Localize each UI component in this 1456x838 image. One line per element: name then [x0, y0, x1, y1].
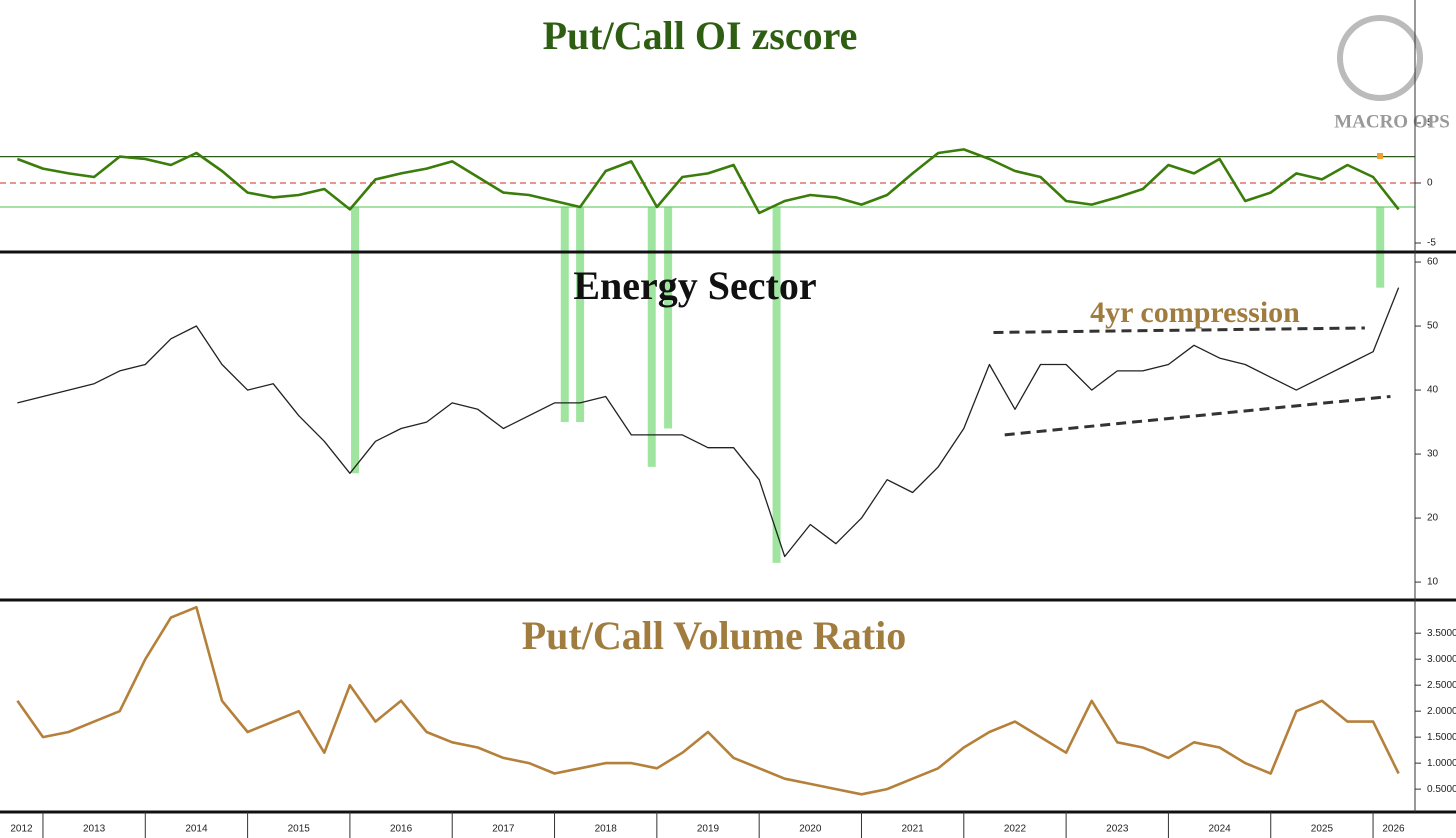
- highlight-band: [664, 207, 673, 429]
- logo-text: MACRO OPS: [1334, 111, 1450, 132]
- highlight-band: [351, 207, 360, 474]
- y-tick-label: -5: [1427, 238, 1436, 249]
- annotation: 4yr compression: [1090, 296, 1300, 329]
- series-line: [16, 148, 1400, 215]
- y-tick-label: 5: [1427, 118, 1433, 129]
- y-tick-label: 50: [1427, 321, 1439, 332]
- x-tick-label: 2017: [492, 824, 515, 835]
- x-tick-label: 2020: [799, 824, 822, 835]
- x-tick-label: 2015: [288, 824, 311, 835]
- x-tick-label: 2019: [697, 824, 720, 835]
- highlight-band: [576, 207, 585, 423]
- panel-title: Put/Call OI zscore: [543, 13, 858, 58]
- y-tick-label: 3.0000: [1427, 654, 1456, 665]
- x-tick-label: 2012: [10, 824, 33, 835]
- panel-title: Put/Call Volume Ratio: [522, 613, 906, 658]
- trendline: [993, 326, 1365, 334]
- x-tick-label: 2026: [1382, 824, 1405, 835]
- x-tick-label: 2013: [83, 824, 106, 835]
- marker: [1377, 153, 1383, 159]
- y-tick-label: 40: [1427, 385, 1439, 396]
- series-line: [17, 287, 1400, 558]
- y-tick-label: 0: [1427, 178, 1433, 189]
- y-tick-label: 1.0000: [1427, 758, 1456, 769]
- highlight-band: [560, 207, 569, 423]
- x-tick-label: 2024: [1208, 824, 1231, 835]
- y-tick-label: 20: [1427, 513, 1439, 524]
- x-tick-label: 2018: [595, 824, 618, 835]
- x-tick-label: 2022: [1004, 824, 1027, 835]
- logo-ring: [1337, 15, 1423, 101]
- highlight-band: [647, 207, 656, 467]
- y-tick-label: 3.5000: [1427, 628, 1456, 639]
- y-tick-label: 1.5000: [1427, 732, 1456, 743]
- x-tick-label: 2021: [902, 824, 925, 835]
- y-tick-label: 2.5000: [1427, 680, 1456, 691]
- x-tick-label: 2014: [185, 824, 208, 835]
- panel-title: Energy Sector: [573, 263, 816, 308]
- highlight-band: [772, 207, 781, 563]
- highlight-band: [1376, 207, 1385, 288]
- series-line: [16, 605, 1400, 796]
- y-tick-label: 2.0000: [1427, 706, 1456, 717]
- y-tick-label: 30: [1427, 449, 1439, 460]
- x-tick-label: 2016: [390, 824, 413, 835]
- y-tick-label: 10: [1427, 577, 1439, 588]
- x-tick-label: 2025: [1311, 824, 1334, 835]
- trendline: [1004, 394, 1391, 437]
- y-tick-label: 0.5000: [1427, 784, 1456, 795]
- x-tick-label: 2023: [1106, 824, 1129, 835]
- y-tick-label: 60: [1427, 257, 1439, 268]
